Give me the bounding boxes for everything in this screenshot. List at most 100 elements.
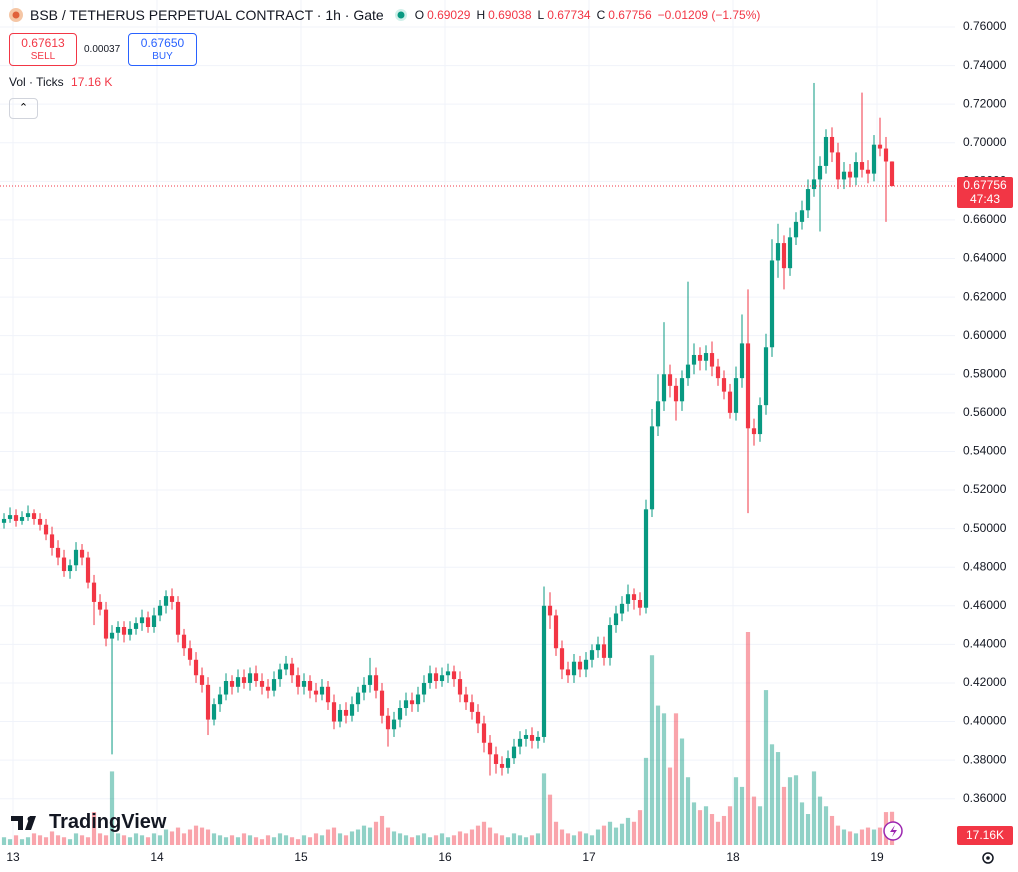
volume-bar bbox=[829, 815, 835, 845]
candle-body bbox=[433, 673, 439, 682]
candle-body bbox=[799, 210, 805, 222]
volume-bar bbox=[217, 835, 223, 845]
candle-body bbox=[211, 704, 217, 720]
volume-bar bbox=[277, 833, 283, 845]
candle-body bbox=[13, 515, 19, 521]
candle-body bbox=[871, 144, 877, 174]
candle-body bbox=[409, 700, 415, 705]
candle-body bbox=[151, 615, 157, 627]
volume-bar bbox=[715, 821, 721, 845]
volume-label: 17.16K bbox=[966, 828, 1004, 842]
volume-bar bbox=[535, 833, 541, 845]
volume-bar bbox=[193, 825, 199, 845]
y-tick-label: 0.48000 bbox=[963, 559, 1007, 573]
candle-body bbox=[721, 378, 727, 392]
candle-body bbox=[85, 557, 91, 583]
volume-bar bbox=[397, 833, 403, 845]
volume-bar bbox=[91, 812, 97, 845]
candle-body bbox=[679, 378, 685, 402]
volume-bar bbox=[697, 810, 703, 845]
candle-body bbox=[499, 763, 505, 768]
candle-body bbox=[163, 596, 169, 606]
volume-bar bbox=[121, 835, 127, 845]
symbol-title: BSB / TETHERUS PERPETUAL CONTRACT · 1h ·… bbox=[30, 7, 384, 23]
candle-body bbox=[637, 599, 643, 608]
volume-bar bbox=[505, 837, 511, 845]
volume-bar bbox=[391, 831, 397, 845]
x-tick-label: 14 bbox=[150, 850, 164, 864]
candle-body bbox=[361, 684, 367, 693]
candle-body bbox=[319, 686, 325, 695]
candle-body bbox=[487, 742, 493, 755]
candle-body bbox=[619, 603, 625, 614]
volume-bar bbox=[73, 833, 79, 845]
candle-body bbox=[373, 675, 379, 691]
volume-bar bbox=[211, 833, 217, 845]
volume-bar bbox=[529, 835, 535, 845]
candle-body bbox=[649, 426, 655, 510]
candle-body bbox=[613, 613, 619, 626]
volume-bar bbox=[253, 837, 259, 845]
candle-body bbox=[403, 700, 409, 709]
candle-body bbox=[253, 673, 259, 682]
volume-bar bbox=[241, 833, 247, 845]
volume-bar bbox=[37, 835, 43, 845]
volume-bar bbox=[463, 833, 469, 845]
volume-bar bbox=[787, 777, 793, 845]
volume-bar bbox=[853, 833, 859, 845]
volume-bar bbox=[229, 835, 235, 845]
candle-body bbox=[37, 518, 43, 525]
sell-button[interactable]: 0.67613 SELL bbox=[9, 33, 77, 66]
candle-body bbox=[349, 704, 355, 716]
candle-body bbox=[571, 661, 577, 676]
volume-value: 17.16 K bbox=[71, 75, 113, 89]
candle-body bbox=[529, 735, 535, 741]
volume-bar bbox=[43, 837, 49, 845]
candle-body bbox=[505, 758, 511, 768]
volume-label-box bbox=[957, 826, 1013, 845]
candle-body bbox=[685, 364, 691, 379]
volume-bar bbox=[487, 827, 493, 845]
y-tick-label: 0.60000 bbox=[963, 328, 1007, 342]
volume-bar bbox=[295, 839, 301, 845]
volume-bar bbox=[769, 744, 775, 845]
y-tick-label: 0.54000 bbox=[963, 444, 1007, 458]
volume-bar bbox=[445, 837, 451, 845]
candle-body bbox=[229, 681, 235, 687]
candle-body bbox=[19, 517, 25, 521]
candle-body bbox=[673, 385, 679, 402]
volume-bar bbox=[667, 767, 673, 845]
candle-body bbox=[259, 681, 265, 687]
change: −0.01209 (−1.75%) bbox=[657, 8, 761, 22]
volume-bar bbox=[115, 833, 121, 845]
volume-bar bbox=[817, 796, 823, 845]
candle-body bbox=[55, 547, 61, 558]
candle-body bbox=[235, 677, 241, 687]
candle-body bbox=[877, 144, 883, 149]
candle-body bbox=[79, 549, 85, 558]
collapse-button[interactable]: ⌃ bbox=[9, 98, 38, 119]
volume-bar bbox=[619, 823, 625, 845]
buy-button[interactable]: 0.67650 BUY bbox=[128, 33, 197, 66]
candle-body bbox=[1, 518, 7, 523]
volume-bar bbox=[547, 794, 553, 845]
price-axis bbox=[955, 0, 1018, 872]
volume-bar bbox=[877, 827, 883, 845]
volume-bar bbox=[583, 833, 589, 845]
volume-bar bbox=[49, 831, 55, 845]
candle-body bbox=[523, 735, 529, 739]
volume-bar bbox=[367, 827, 373, 845]
volume-bar bbox=[601, 825, 607, 845]
candle-body bbox=[439, 675, 445, 682]
y-tick-label: 0.70000 bbox=[963, 135, 1007, 149]
candle-body bbox=[283, 663, 289, 670]
volume-bar bbox=[283, 835, 289, 845]
candle-body bbox=[583, 659, 589, 670]
volume-bar bbox=[85, 837, 91, 845]
volume-bar bbox=[169, 831, 175, 845]
candle-body bbox=[793, 221, 799, 238]
volume-bar bbox=[325, 829, 331, 845]
volume-bar bbox=[793, 775, 799, 845]
volume-bar bbox=[55, 835, 61, 845]
volume-bar bbox=[493, 833, 499, 845]
